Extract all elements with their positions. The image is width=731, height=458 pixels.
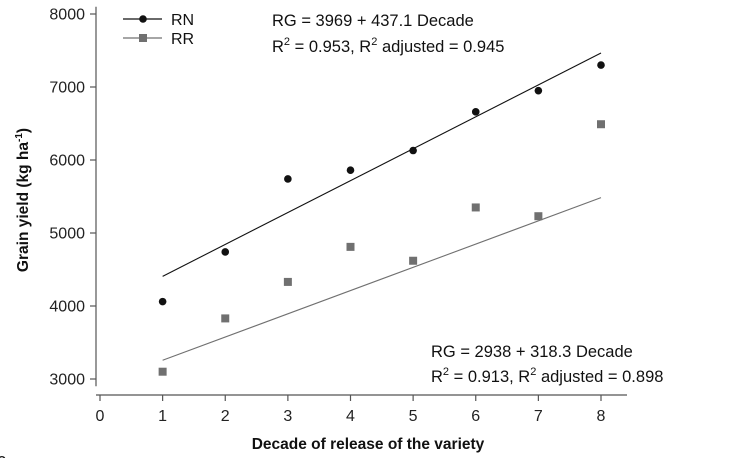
y-axis-title-main: Grain yield (kg ha: [15, 142, 32, 272]
fit-line-rr: [162, 197, 602, 361]
x-tick-label-7: 7: [534, 408, 543, 425]
r2-rr: R2 = 0.913, R2 adjusted = 0.898: [431, 366, 663, 386]
x-axis-title: Decade of release of the variety: [252, 436, 485, 453]
annotation-rr: RG = 2938 + 318.3 Decade R2 = 0.913, R2 …: [431, 343, 663, 386]
y-tick-label-6000: 6000: [49, 153, 85, 170]
legend-rn-marker: [139, 15, 147, 23]
fit-line-rn: [162, 52, 602, 277]
data-points: [158, 61, 605, 376]
point-rn-2: [221, 248, 230, 256]
x-tick-label-4: 4: [346, 408, 355, 425]
point-rn-1: [158, 297, 167, 306]
annotation-rn: RG = 3969 + 437.1 Decade R2 = 0.953, R2 …: [272, 12, 504, 56]
point-rn-3: [284, 175, 292, 183]
y-tick-label-7000: 7000: [49, 80, 85, 97]
x-tick-label-5: 5: [409, 408, 418, 425]
point-rn-7: [534, 86, 543, 95]
r2-rr-prefix: R: [431, 368, 443, 386]
y-axis-title: Grain yield (kg ha-1): [14, 128, 32, 272]
point-rn-6: [471, 108, 480, 116]
r2adj-rn-value: adjusted = 0.945: [377, 38, 504, 56]
x-axis: 0 1 2 3 4 5 6 7 8: [96, 394, 627, 425]
point-rr-7: [534, 212, 543, 221]
r2-rr-sup: 2: [443, 366, 449, 378]
r2adj-rr-sup: 2: [530, 366, 536, 378]
point-rr-6: [471, 203, 480, 212]
stray-glyph: c: [0, 450, 6, 458]
x-tick-label-0: 0: [96, 408, 105, 425]
point-rn-8: [597, 61, 605, 69]
r2-rn-value: = 0.953, R: [290, 38, 371, 56]
r2-rr-value: = 0.913, R: [449, 368, 530, 386]
x-tick-label-3: 3: [283, 408, 292, 425]
y-axis-title-close: ): [15, 128, 32, 133]
x-tick-label-6: 6: [471, 408, 480, 425]
r2-rn-prefix: R: [272, 38, 284, 56]
y-tick-label-4000: 4000: [49, 299, 85, 316]
r2-rn-sup: 2: [284, 36, 290, 48]
point-rr-4: [346, 242, 355, 251]
y-tick-label-8000: 8000: [49, 7, 85, 24]
r2adj-rr-value: adjusted = 0.898: [536, 368, 663, 386]
x-tick-label-8: 8: [597, 408, 606, 425]
equation-rn: RG = 3969 + 437.1 Decade: [272, 12, 474, 30]
legend: RN RR: [123, 12, 194, 48]
equation-rr: RG = 2938 + 318.3 Decade: [431, 343, 633, 361]
point-rr-2: [221, 314, 230, 323]
r2adj-rn-sup: 2: [371, 36, 377, 48]
x-tick-label-1: 1: [158, 408, 167, 425]
y-tick-label-5000: 5000: [49, 226, 85, 243]
point-rr-8: [597, 120, 605, 129]
r2-rn: R2 = 0.953, R2 adjusted = 0.945: [272, 36, 504, 56]
point-rr-1: [158, 367, 167, 376]
legend-rr-marker: [139, 34, 147, 42]
y-axis-title-sup: -1: [14, 133, 25, 142]
x-tick-label-2: 2: [221, 408, 230, 425]
legend-rn-label: RN: [171, 12, 194, 29]
point-rr-3: [283, 277, 292, 286]
y-axis: 3000 4000 5000 6000 7000 8000: [49, 7, 97, 389]
fit-lines: [162, 52, 602, 361]
point-rn-4: [346, 166, 355, 175]
point-rn-5: [409, 146, 417, 155]
y-tick-label-3000: 3000: [49, 372, 85, 389]
point-rr-5: [409, 256, 418, 265]
legend-rr-label: RR: [171, 31, 194, 48]
